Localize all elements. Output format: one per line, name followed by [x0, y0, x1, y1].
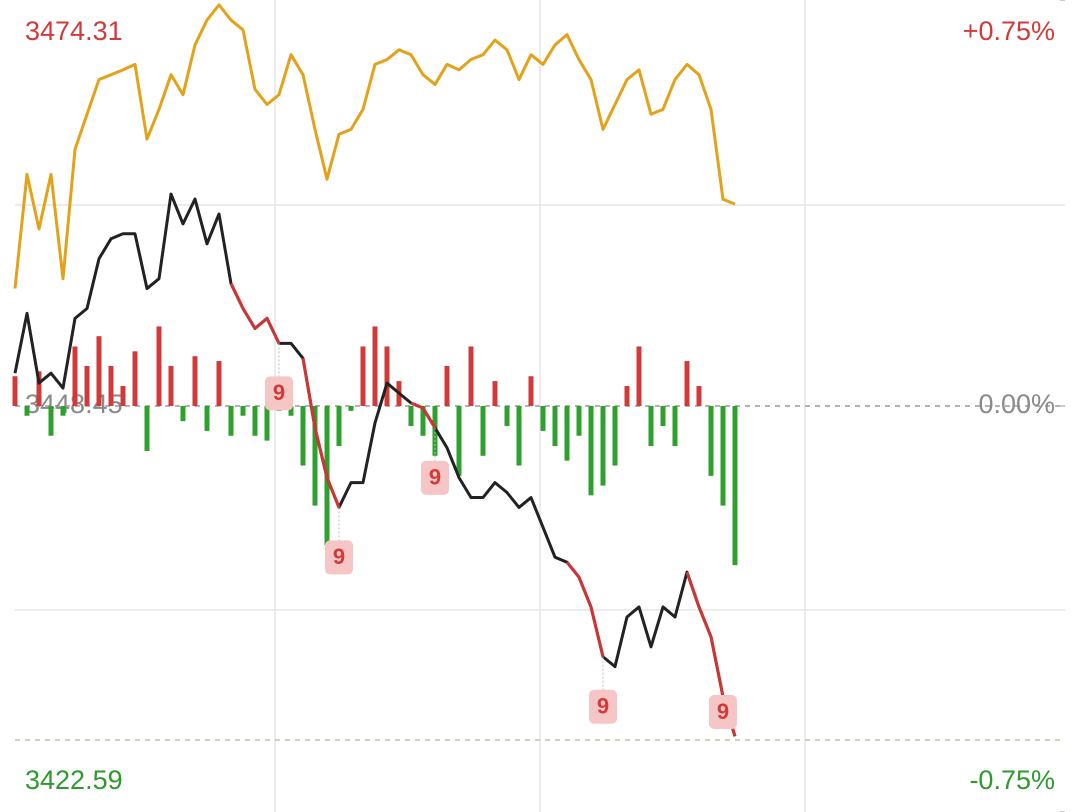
- annotation-badge: [589, 689, 617, 724]
- price-line: [13, 192, 737, 737]
- volume-bar: [132, 351, 138, 406]
- volume-bar: [588, 406, 594, 496]
- annotation-label: 9: [429, 465, 441, 490]
- volume-bar: [480, 406, 486, 456]
- volume-bar: [708, 406, 714, 476]
- volume-bar: [648, 406, 654, 447]
- annotation-label: 9: [333, 544, 345, 569]
- annotation-badge: [265, 376, 293, 411]
- volume-bar: [96, 336, 102, 406]
- annotation-badge: [421, 460, 449, 495]
- volume-bar: [732, 406, 738, 566]
- volume-bar: [384, 346, 390, 406]
- volume-bar: [720, 406, 726, 506]
- volume-bar: [24, 406, 30, 416]
- volume-bar: [108, 365, 114, 406]
- volume-bar: [444, 365, 450, 406]
- annotation-label: 9: [597, 694, 609, 719]
- volume-bar: [672, 406, 678, 447]
- volume-bar: [468, 346, 474, 406]
- volume-bar: [144, 406, 150, 451]
- volume-bar: [456, 406, 462, 476]
- volume-bar: [624, 385, 630, 406]
- volume-bar: [504, 406, 510, 427]
- volume-bar: [72, 346, 78, 406]
- volume-bar: [48, 406, 54, 436]
- volume-bar: [684, 361, 690, 406]
- annotation-label: 9: [717, 699, 729, 724]
- volume-bar: [420, 406, 426, 436]
- volume-bar: [372, 326, 378, 406]
- volume-bar: [204, 406, 210, 431]
- volume-bar: [336, 406, 342, 447]
- volume-bar: [528, 376, 534, 406]
- volume-bar: [408, 406, 414, 427]
- volume-bar: [696, 385, 702, 406]
- y-tick-label: 3422.59: [25, 765, 123, 795]
- volume-bar: [552, 406, 558, 447]
- y-tick-label: 3474.31: [25, 16, 123, 46]
- y2-tick-label: +0.75%: [963, 16, 1055, 46]
- annotation-label: 9: [273, 380, 285, 405]
- volume-bar: [600, 406, 606, 486]
- volume-bar: [252, 406, 258, 436]
- volume-bar: [180, 406, 186, 422]
- volume-bar: [36, 371, 42, 406]
- price-line: [13, 3, 736, 289]
- volume-bar: [84, 365, 90, 406]
- annotation-badge: [325, 540, 353, 575]
- volume-bar: [564, 406, 570, 461]
- volume-bar: [612, 406, 618, 466]
- volume-bar: [492, 381, 498, 406]
- volume-bar: [192, 356, 198, 406]
- volume-bar: [576, 406, 582, 436]
- volume-bar: [168, 365, 174, 406]
- volume-bar: [60, 406, 66, 416]
- volume-bar: [216, 361, 222, 406]
- volume-bar: [636, 346, 642, 406]
- volume-bar: [264, 406, 270, 441]
- volume-bar: [360, 346, 366, 406]
- y2-tick-label: 0.00%: [978, 389, 1055, 419]
- volume-bar: [300, 406, 306, 466]
- y2-tick-label: -0.75%: [969, 765, 1055, 795]
- volume-bar: [312, 406, 318, 506]
- volume-bar: [516, 406, 522, 466]
- volume-bar: [120, 385, 126, 406]
- volume-bar: [348, 406, 354, 411]
- volume-bar: [288, 406, 294, 416]
- volume-bar: [12, 376, 18, 406]
- volume-bar: [240, 406, 246, 416]
- volume-bar: [228, 406, 234, 436]
- annotation-badge: [709, 695, 737, 729]
- price-line: [229, 282, 737, 737]
- volume-bar: [660, 406, 666, 427]
- volume-bar: [156, 326, 162, 406]
- volume-bar: [432, 406, 438, 456]
- volume-bar: [540, 406, 546, 431]
